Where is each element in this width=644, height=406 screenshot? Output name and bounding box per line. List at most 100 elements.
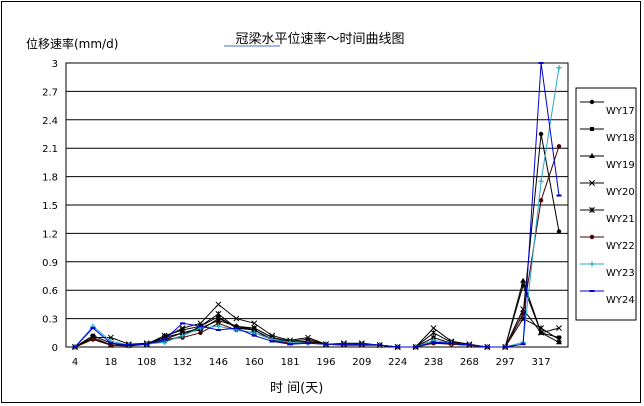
- legend-label-wy23: WY23: [606, 268, 635, 279]
- data-point-wy24: [466, 344, 472, 347]
- data-point-wy22: [556, 144, 562, 149]
- data-point-wy20: [251, 320, 258, 327]
- data-point-wy23: [162, 339, 168, 345]
- y-tick-label: 2.7: [42, 87, 58, 98]
- y-tick-label: 0: [52, 343, 58, 354]
- legend-label-wy21: WY21: [606, 214, 635, 225]
- data-point-wy21: [430, 329, 437, 336]
- legend-marker-wy18: [590, 127, 594, 131]
- legend-marker-wy23: [589, 261, 595, 267]
- data-point-wy22: [520, 311, 526, 317]
- data-point-wy24: [502, 346, 508, 348]
- x-tick-label: 238: [424, 357, 443, 368]
- data-point-wy18: [521, 283, 526, 288]
- y-tick-label: 0.6: [42, 286, 58, 297]
- legend-marker-wy22: [589, 234, 595, 240]
- x-tick-label: 4: [72, 357, 78, 368]
- legend-box: [575, 87, 637, 321]
- x-tick-label: 18: [104, 357, 117, 368]
- data-point-wy20: [538, 329, 545, 336]
- data-point-wy24: [108, 342, 114, 345]
- y-tick-label: 3: [52, 59, 58, 70]
- data-point-wy22: [538, 198, 544, 203]
- x-tick-label: 146: [209, 357, 228, 368]
- data-point-wy20: [215, 301, 222, 308]
- legend-label-wy17: WY17: [606, 106, 635, 117]
- data-point-wy18: [431, 335, 436, 340]
- legend-marker-wy20: [589, 180, 595, 186]
- legend-label-wy24: WY24: [606, 295, 635, 306]
- legend-marker-wy19: [589, 153, 595, 158]
- data-point-wy23: [251, 330, 257, 336]
- data-point-wy21: [556, 336, 562, 343]
- data-point-wy19: [215, 317, 222, 323]
- x-tick-label: 268: [460, 357, 479, 368]
- data-point-wy24: [556, 194, 562, 197]
- data-point-wy23: [538, 178, 544, 184]
- data-point-wy20: [233, 315, 240, 322]
- data-point-wy22: [198, 330, 203, 335]
- data-point-wy24: [90, 327, 96, 330]
- data-point-wy23: [215, 323, 222, 329]
- data-point-wy24: [538, 62, 544, 64]
- y-tick-label: 1.8: [42, 173, 58, 184]
- x-tick-label: 224: [388, 357, 407, 368]
- data-point-wy24: [287, 343, 293, 346]
- x-tick-label: 297: [496, 357, 515, 368]
- data-point-wy23: [179, 333, 186, 339]
- data-point-wy21: [215, 310, 222, 317]
- chart-title: 冠梁水平位速率～时间曲线图: [235, 31, 404, 47]
- data-point-wy24: [180, 322, 186, 325]
- x-tick-label: 209: [352, 357, 371, 368]
- y-tick-label: 2.4: [42, 116, 58, 127]
- data-point-wy24: [484, 346, 490, 348]
- data-point-wy24: [197, 325, 203, 328]
- y-tick-label: 0.3: [42, 315, 58, 326]
- data-point-wy24: [359, 343, 365, 346]
- legend-label-wy22: WY22: [606, 241, 635, 252]
- legend-marker-wy24: [589, 290, 595, 292]
- data-point-wy24: [162, 338, 168, 341]
- data-point-wy24: [377, 344, 383, 347]
- data-point-wy24: [413, 346, 419, 348]
- data-point-wy19: [520, 277, 527, 283]
- x-tick-label: 181: [281, 357, 300, 368]
- data-point-wy24: [72, 346, 78, 348]
- legend-marker-wy17: [589, 99, 595, 105]
- x-tick-label: 132: [173, 357, 192, 368]
- y-tick-label: 1.2: [42, 229, 58, 240]
- legend-label-wy20: WY20: [606, 187, 635, 198]
- y-tick-label: 2.1: [42, 144, 58, 155]
- data-point-wy22: [216, 321, 221, 326]
- x-tick-label: 160: [245, 357, 264, 368]
- plot-area: 0 0.3 0.6 0.9 1.2 1.5 1.8 2.1 2.4 2.7 3 4 18 108 132 14…: [42, 59, 569, 368]
- data-point-wy24: [395, 346, 401, 348]
- data-point-wy24: [269, 340, 275, 343]
- data-point-wy24: [448, 342, 454, 345]
- series-line-wy24: [74, 62, 560, 348]
- legend-label-wy18: WY18: [606, 133, 635, 144]
- data-point-wy18: [216, 314, 221, 319]
- y-axis-label: 位移速率(mm/d): [26, 36, 118, 51]
- data-point-wy21: [538, 325, 545, 332]
- data-point-wy20: [430, 325, 437, 332]
- data-point-wy24: [215, 328, 221, 331]
- x-tick-label: 196: [316, 357, 335, 368]
- y-tick-label: 1.5: [42, 201, 58, 212]
- data-point-wy24: [144, 343, 150, 346]
- data-point-wy24: [323, 343, 329, 346]
- x-axis-label: 时 间(天): [270, 381, 323, 396]
- y-tick-label: 0.9: [42, 258, 58, 269]
- data-point-wy24: [305, 342, 311, 345]
- data-point-wy21: [251, 325, 258, 332]
- legend-label-wy19: WY19: [606, 160, 635, 171]
- data-point-wy17: [538, 131, 544, 137]
- x-tick-label: 317: [532, 357, 551, 368]
- data-point-wy24: [341, 343, 347, 346]
- data-point-wy21: [179, 327, 186, 333]
- data-point-wy24: [251, 334, 257, 337]
- legend: WY17 WY18 WY19 WY20 WY21 WY22 WY23 WY24: [575, 87, 637, 321]
- data-point-wy24: [126, 344, 132, 347]
